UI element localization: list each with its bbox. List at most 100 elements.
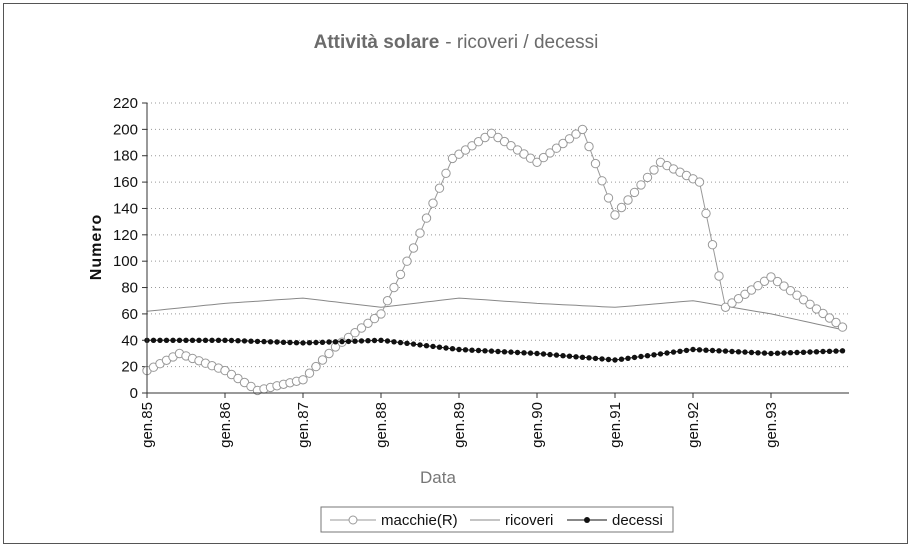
- legend: macchie(R) ricoveri decessi: [320, 506, 674, 533]
- y-tick-label: 160: [113, 174, 138, 191]
- data-point-macchie-r: [551, 143, 562, 153]
- y-tick-label: 60: [121, 306, 138, 323]
- data-point-macchie-r: [298, 375, 308, 385]
- data-point-macchie-r: [772, 276, 783, 287]
- data-point-decessi: [592, 355, 599, 362]
- data-point-decessi: [761, 350, 768, 356]
- data-point-decessi: [332, 339, 339, 345]
- data-point-decessi: [163, 337, 170, 343]
- data-point-macchie-r: [421, 213, 432, 223]
- x-axis-label: Data: [420, 468, 456, 487]
- data-point-decessi: [228, 337, 235, 344]
- data-point-macchie-r: [350, 328, 360, 338]
- data-point-decessi: [586, 355, 592, 361]
- data-point-decessi: [404, 340, 410, 346]
- data-point-decessi: [189, 337, 196, 343]
- data-point-macchie-r: [720, 302, 731, 312]
- data-point-macchie-r: [428, 198, 438, 208]
- data-point-macchie-r: [818, 308, 828, 319]
- data-point-decessi: [222, 337, 228, 343]
- data-point-macchie-r: [811, 304, 822, 314]
- data-point-decessi: [209, 337, 215, 343]
- data-point-decessi: [631, 354, 638, 361]
- y-tick-label: 20: [121, 359, 138, 376]
- data-point-macchie-r: [538, 152, 549, 163]
- data-point-decessi: [540, 351, 547, 357]
- data-point-macchie-r: [701, 208, 711, 219]
- data-point-macchie-r: [467, 141, 477, 151]
- data-point-macchie-r: [324, 348, 334, 359]
- data-point-macchie-r: [837, 322, 848, 332]
- data-point-decessi: [430, 343, 436, 350]
- data-point-decessi: [690, 346, 696, 353]
- y-tick-label: 80: [121, 280, 138, 297]
- data-point-macchie-r: [493, 132, 503, 143]
- data-point-macchie-r: [642, 172, 653, 183]
- data-point-macchie-r: [532, 157, 542, 168]
- data-point-macchie-r: [454, 149, 464, 159]
- data-point-macchie-r: [590, 158, 601, 169]
- x-tick-label: gen.88: [373, 402, 390, 448]
- data-point-decessi: [826, 348, 833, 354]
- data-point-decessi: [696, 347, 703, 353]
- data-point-decessi: [774, 350, 781, 356]
- data-point-decessi: [488, 348, 495, 354]
- data-point-decessi: [475, 347, 482, 354]
- data-point-macchie-r: [415, 228, 425, 238]
- data-point-decessi: [261, 338, 267, 345]
- data-point-macchie-r: [434, 183, 445, 193]
- data-point-decessi: [651, 352, 657, 358]
- data-point-decessi: [742, 349, 748, 355]
- data-point-decessi: [352, 338, 358, 344]
- legend-label-decessi: decessi: [612, 512, 663, 529]
- data-point-macchie-r: [597, 176, 607, 186]
- data-point-macchie-r: [558, 138, 568, 149]
- data-point-decessi: [579, 354, 586, 360]
- chart-subtitle: - ricoveri / decessi: [445, 32, 598, 53]
- data-point-decessi: [339, 338, 345, 345]
- data-point-macchie-r: [740, 289, 750, 299]
- data-point-decessi: [573, 354, 579, 360]
- data-point-macchie-r: [727, 298, 737, 308]
- data-point-decessi: [657, 351, 664, 357]
- data-point-decessi: [495, 348, 501, 355]
- data-point-decessi: [215, 337, 222, 343]
- data-point-decessi: [625, 355, 631, 361]
- y-tick-label: 0: [130, 385, 138, 402]
- data-point-macchie-r: [584, 141, 594, 152]
- data-point-decessi: [599, 356, 605, 362]
- series-macchie-r: [142, 124, 848, 396]
- data-point-decessi: [514, 349, 521, 356]
- data-point-macchie-r: [564, 134, 575, 144]
- data-point-decessi: [508, 349, 514, 355]
- data-point-decessi: [423, 343, 430, 349]
- data-point-macchie-r: [610, 210, 620, 220]
- series-layer: [142, 124, 848, 396]
- data-point-decessi: [482, 348, 488, 354]
- data-point-decessi: [664, 350, 670, 356]
- data-point-macchie-r: [525, 153, 536, 163]
- data-point-macchie-r: [759, 276, 770, 286]
- data-point-macchie-r: [447, 153, 458, 164]
- data-point-macchie-r: [408, 243, 419, 253]
- grid-lines: [147, 102, 849, 368]
- data-point-decessi: [722, 348, 729, 354]
- data-point-decessi: [703, 347, 709, 353]
- data-point-decessi: [248, 338, 254, 344]
- data-point-macchie-r: [389, 282, 399, 293]
- data-point-macchie-r: [707, 240, 718, 250]
- data-point-decessi: [170, 337, 176, 343]
- data-point-macchie-r: [629, 187, 640, 198]
- data-point-macchie-r: [603, 193, 614, 203]
- data-point-decessi: [202, 337, 209, 343]
- data-point-macchie-r: [382, 296, 393, 306]
- y-tick-label: 40: [121, 332, 138, 349]
- data-point-decessi: [449, 346, 456, 352]
- data-point-decessi: [716, 348, 722, 354]
- data-point-macchie-r: [499, 136, 510, 147]
- data-point-decessi: [560, 353, 566, 359]
- x-tick-labels: gen.85 gen.86 gen.87 gen.88 gen.89 gen.90 gen.…: [139, 393, 780, 448]
- data-point-decessi: [280, 339, 287, 345]
- chart-title-group: Attività solare - ricoveri / decessi: [314, 32, 599, 53]
- data-point-decessi: [462, 347, 469, 353]
